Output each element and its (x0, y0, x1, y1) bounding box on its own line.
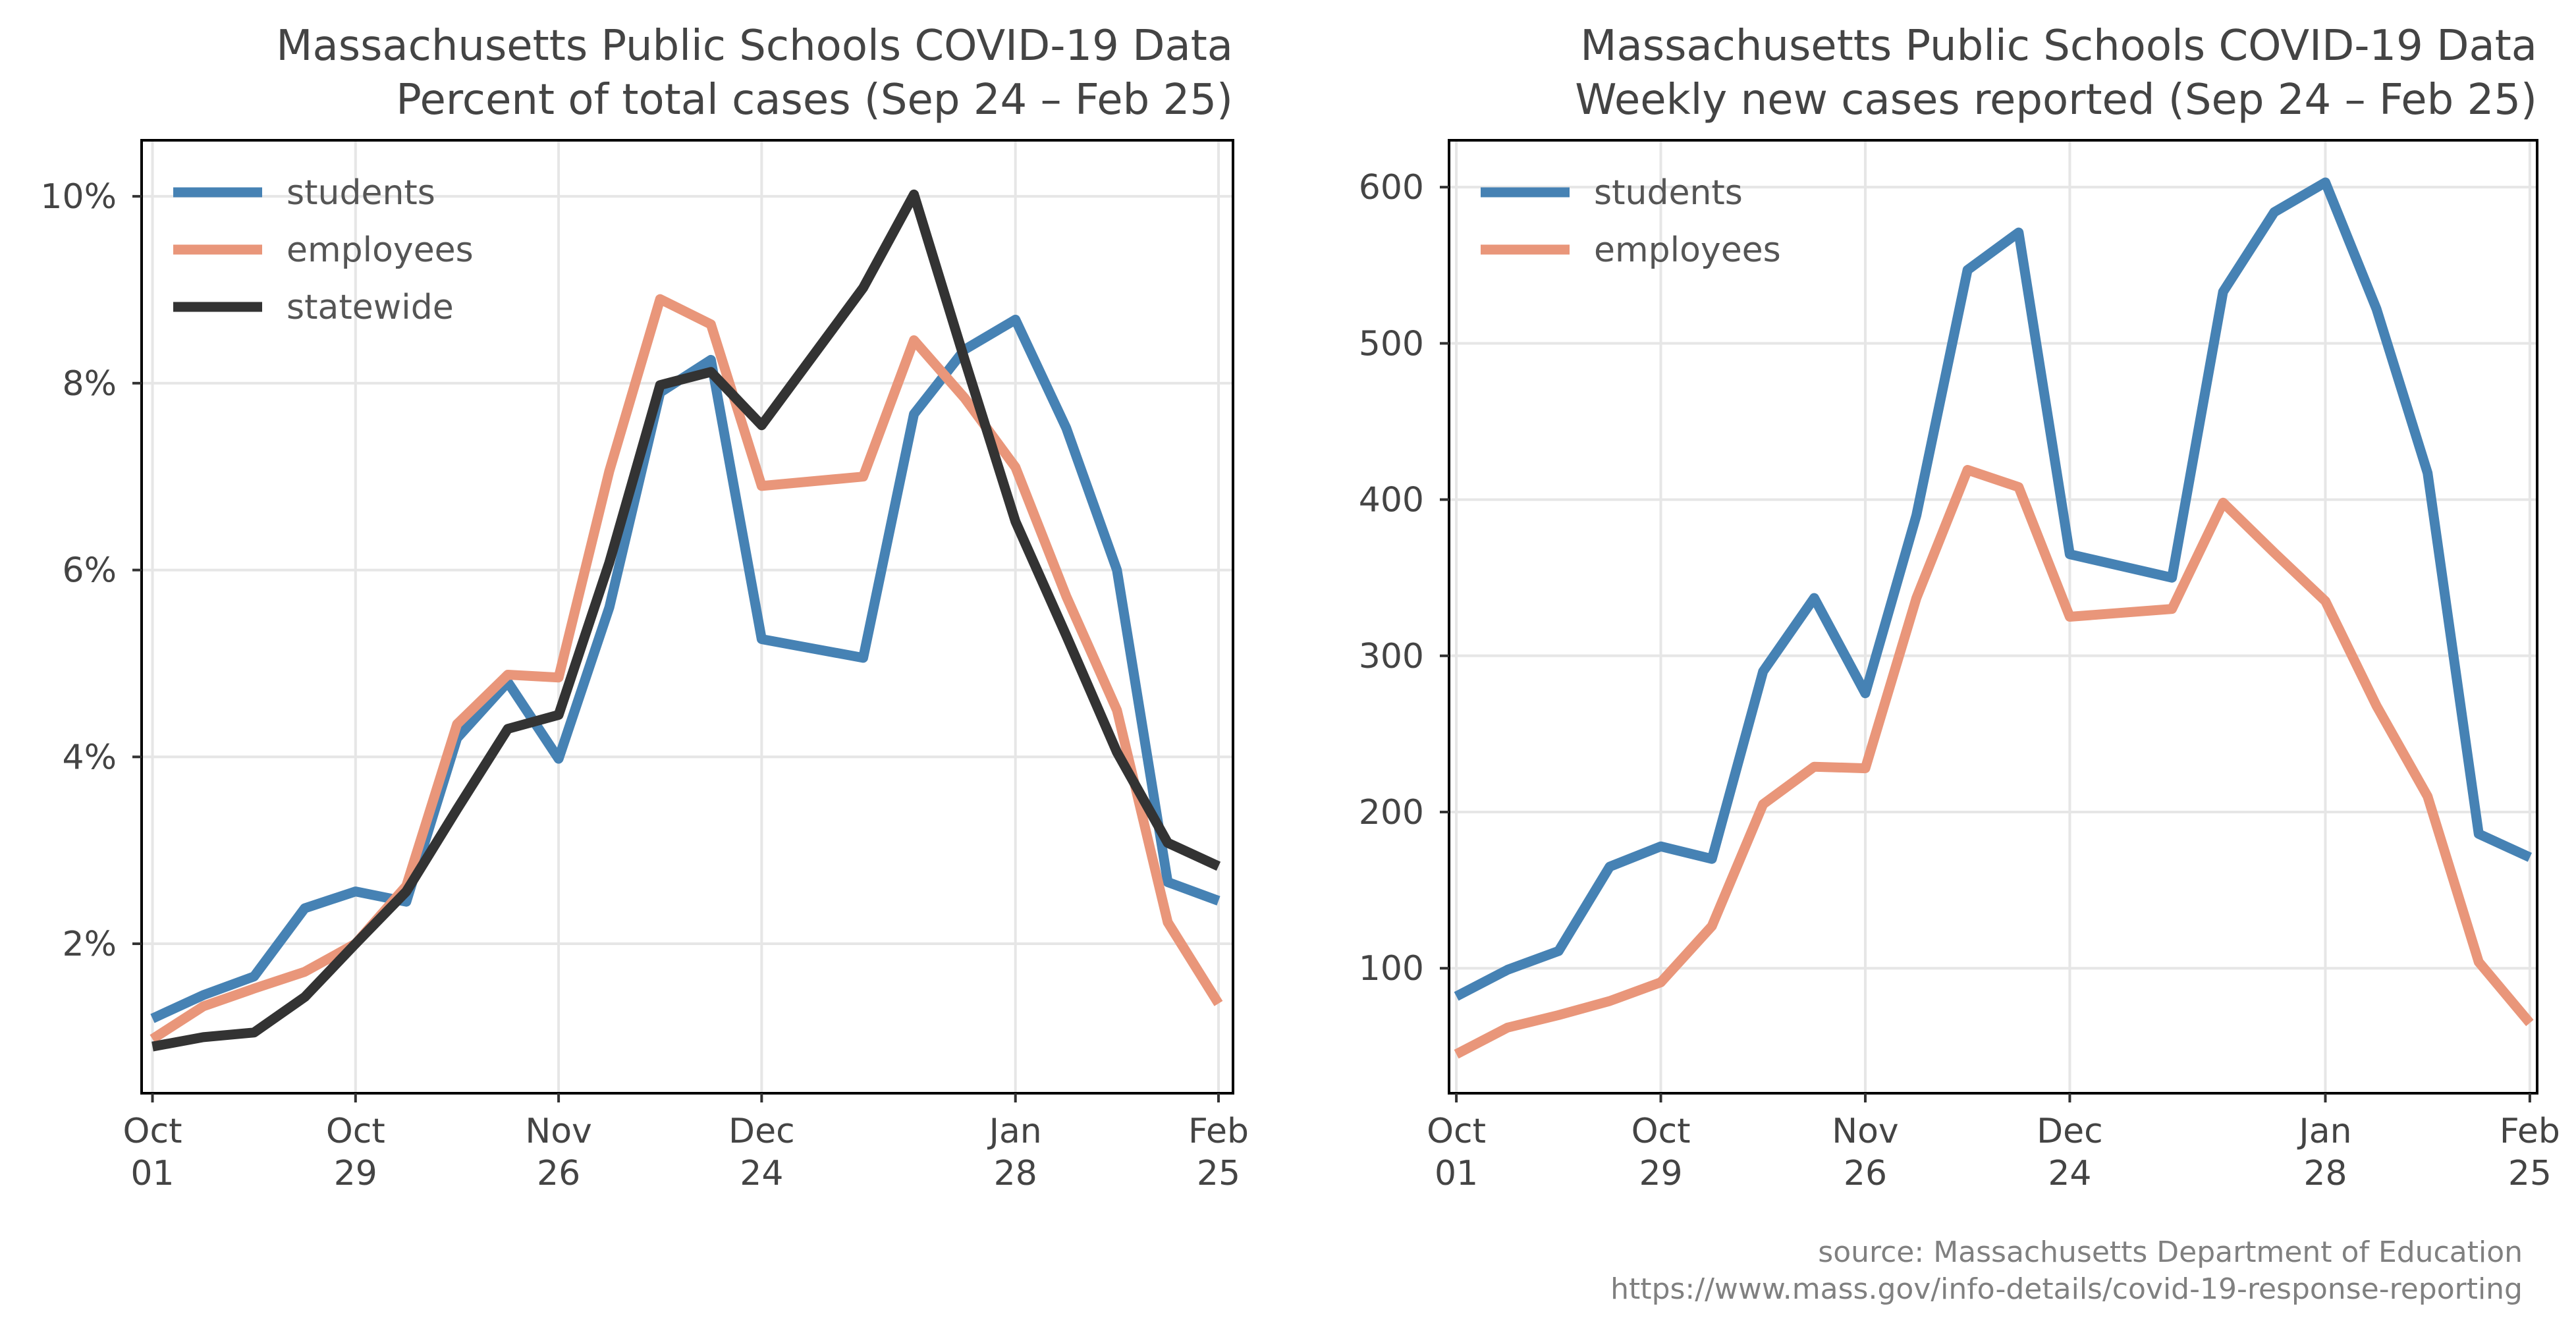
right-chart-series (1454, 177, 2534, 1059)
right-chart-y-tick-label: 300 (1359, 637, 1424, 676)
left-chart-grid (142, 140, 1233, 1093)
left-chart-title: Massachusetts Public Schools COVID-19 Da… (276, 22, 1233, 70)
left-chart-series-line-statewide (151, 189, 1221, 1052)
right-chart-y-tick-label: 100 (1359, 949, 1424, 989)
right-chart-x-axis: Oct 01 Oct 29 Nov 26 Dec 24 Jan 28 Feb 25 (1427, 1093, 2560, 1193)
left-chart-subtitle: Percent of total cases (Sep 24 – Feb 25) (396, 76, 1233, 124)
left-chart-x-tick-label: Feb 25 (1188, 1112, 1249, 1193)
right-chart-series-line-employees (1454, 465, 2534, 1059)
source-credit: source: Massachusetts Department of Educ… (1818, 1235, 2523, 1269)
source-url: https://www.mass.gov/info-details/covid-… (1610, 1272, 2523, 1306)
right-chart-series-line-students (1454, 177, 2533, 1001)
left-chart-x-tick-label: Oct 29 (326, 1112, 385, 1193)
right-chart-y-tick-label: 200 (1359, 793, 1424, 832)
left-chart-series-line-employees (150, 294, 1223, 1044)
right-chart-y-axis: 100 200 300 400 500 600 (1359, 168, 1449, 989)
left-chart-legend-label-statewide: statewide (287, 288, 454, 327)
right-chart-plot-frame (1448, 139, 2538, 1095)
right-chart-y-tick-label: 400 (1359, 481, 1424, 520)
left-chart-x-axis: Oct 01 Oct 29 Nov 26 Dec 24 Jan 28 Feb 25 (123, 1093, 1249, 1193)
left-chart-y-tick-label: 8% (63, 364, 117, 404)
right-chart-y-tick-label: 500 (1359, 324, 1424, 364)
right-chart-legend-label-students: students (1594, 173, 1743, 213)
right-chart-legend: students employees (1481, 173, 1781, 270)
left-chart-series (150, 189, 1223, 1052)
left-chart-series-line-students (150, 314, 1220, 1023)
right-chart-x-tick-label: Oct 29 (1631, 1112, 1691, 1193)
left-chart-x-tick-label: Nov 26 (525, 1112, 592, 1193)
left-chart-y-tick-label: 4% (63, 738, 117, 777)
right-chart-title: Massachusetts Public Schools COVID-19 Da… (1580, 22, 2537, 70)
right-chart-x-tick-label: Jan 28 (2297, 1112, 2351, 1193)
right-chart-x-tick-label: Feb 25 (2500, 1112, 2560, 1193)
right-chart-x-tick-label: Dec 24 (2037, 1112, 2103, 1193)
right-chart-subtitle: Weekly new cases reported (Sep 24 – Feb … (1575, 76, 2537, 124)
left-chart-legend-label-employees: employees (287, 231, 474, 270)
left-chart-y-axis: 2% 4% 6% 8% 10% (40, 177, 142, 964)
left-chart-legend: students employees statewide (173, 173, 474, 327)
right-chart-grid (1449, 140, 2537, 1093)
left-chart-legend-label-students: students (287, 173, 435, 213)
percent-of-total-cases-panel: Massachusetts Public Schools COVID-19 Da… (40, 22, 1249, 1193)
right-chart-legend-label-employees: employees (1594, 231, 1781, 270)
right-chart-x-tick-label: Oct 01 (1427, 1112, 1486, 1193)
left-chart-y-tick-label: 6% (63, 551, 117, 591)
right-chart-x-tick-label: Nov 26 (1832, 1112, 1899, 1193)
left-chart-y-tick-label: 10% (40, 177, 117, 217)
left-chart-x-tick-label: Oct 01 (123, 1112, 182, 1193)
weekly-new-cases-panel: Massachusetts Public Schools COVID-19 Da… (1359, 22, 2560, 1193)
left-chart-x-tick-label: Dec 24 (728, 1112, 795, 1193)
left-chart-x-tick-label: Jan 28 (987, 1112, 1042, 1193)
left-chart-plot-frame (140, 139, 1234, 1095)
right-chart-y-tick-label: 600 (1359, 168, 1424, 207)
left-chart-y-tick-label: 2% (63, 925, 117, 964)
